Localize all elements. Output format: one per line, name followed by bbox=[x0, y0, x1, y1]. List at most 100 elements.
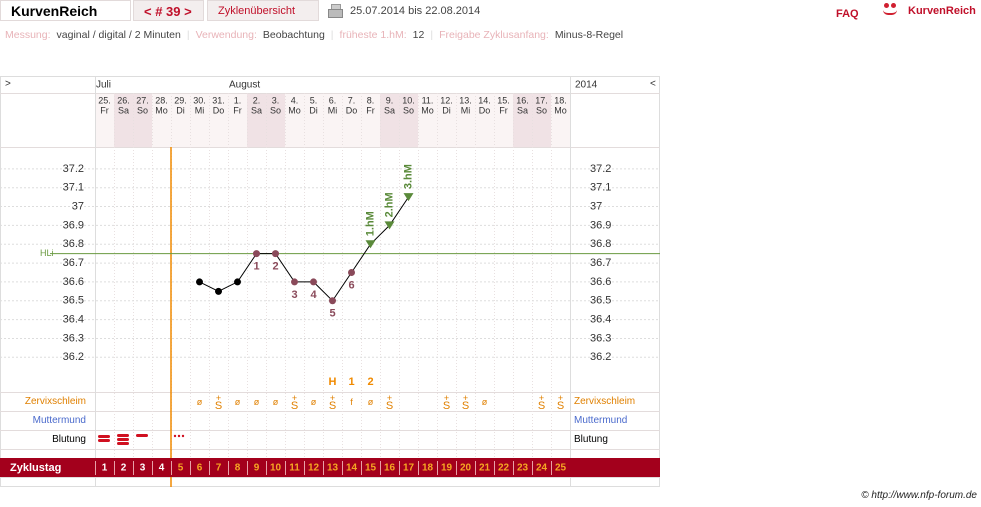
cervix-symbol: + S bbox=[328, 393, 337, 412]
weekday-label: Sa bbox=[384, 105, 395, 115]
cycle-day: 18 bbox=[422, 463, 434, 474]
y-tick-label-right: 36.7 bbox=[590, 257, 611, 269]
weekday-label: Mo bbox=[421, 105, 434, 115]
y-tick-label: 36.6 bbox=[63, 276, 84, 288]
weekday-label: Mo bbox=[155, 105, 168, 115]
date-label: 9. bbox=[386, 95, 394, 105]
row-label: Zyklustag bbox=[10, 462, 61, 474]
print-icon[interactable] bbox=[328, 4, 343, 18]
cycle-day: 16 bbox=[384, 463, 396, 474]
y-tick-label-right: 36.3 bbox=[590, 332, 611, 344]
y-tick-label-right: 36.6 bbox=[590, 276, 611, 288]
info-label: früheste 1.hM: bbox=[339, 29, 407, 41]
cycle-day: 20 bbox=[460, 463, 472, 474]
y-tick-label: 36.5 bbox=[63, 295, 84, 307]
date-label: 3. bbox=[272, 95, 280, 105]
y-tick-label: 36.7 bbox=[63, 257, 84, 269]
y-tick-label-right: 37.1 bbox=[590, 182, 611, 194]
cycle-day: 19 bbox=[441, 463, 453, 474]
point-label: 1.hM bbox=[364, 211, 376, 236]
date-label: 17. bbox=[535, 95, 548, 105]
weekday-label: Do bbox=[213, 105, 225, 115]
cervix-symbol: + S bbox=[461, 393, 470, 412]
brand-icon bbox=[882, 3, 898, 17]
cervix-symbol: ø bbox=[481, 397, 488, 407]
date-label: 27. bbox=[136, 95, 149, 105]
date-label: 11. bbox=[422, 95, 434, 105]
row-label: Muttermund bbox=[33, 415, 86, 426]
cycle-nav[interactable]: < # 39 > bbox=[133, 0, 204, 21]
cycle-day: 3 bbox=[140, 463, 146, 474]
weekday-label: Di bbox=[309, 105, 318, 115]
cycle-day: 11 bbox=[289, 463, 300, 474]
date-label: 15. bbox=[497, 95, 510, 105]
y-tick-label: 36.4 bbox=[63, 314, 84, 326]
date-label: 13. bbox=[459, 95, 472, 105]
date-label: 29. bbox=[174, 95, 187, 105]
y-tick-label: 37.1 bbox=[63, 182, 84, 194]
faq-link[interactable]: FAQ bbox=[836, 8, 859, 20]
date-label: 26. bbox=[117, 95, 130, 105]
temperature-point bbox=[365, 240, 376, 249]
cycle-day: 24 bbox=[536, 463, 548, 474]
row-label-right: Blutung bbox=[574, 434, 608, 445]
peak-mark: H bbox=[329, 376, 337, 388]
cervix-symbol: f bbox=[350, 397, 353, 407]
row-label: Zervixschleim bbox=[25, 396, 86, 407]
cycle-day: 17 bbox=[403, 463, 415, 474]
weekday-label: Mo bbox=[288, 105, 301, 115]
y-tick-label-right: 36.2 bbox=[590, 351, 611, 363]
weekday-label: Sa bbox=[251, 105, 262, 115]
weekend-shade bbox=[399, 93, 418, 147]
cycle-day: 1 bbox=[102, 463, 108, 474]
temperature-point bbox=[215, 287, 222, 295]
cervix-symbol: + S bbox=[442, 393, 451, 412]
date-label: 5. bbox=[310, 95, 318, 105]
point-label: 3 bbox=[291, 289, 297, 301]
month-label: August bbox=[229, 80, 260, 91]
point-label: 3.hM bbox=[402, 164, 414, 189]
cycle-day: 9 bbox=[254, 463, 260, 474]
point-label: 2.hM bbox=[383, 192, 395, 217]
y-tick-label-right: 36.9 bbox=[590, 219, 611, 231]
cover-line-label: HLi bbox=[40, 248, 54, 258]
app-logo[interactable]: KurvenReich bbox=[0, 0, 131, 21]
date-label: 1. bbox=[234, 95, 242, 105]
date-label: 28. bbox=[155, 95, 168, 105]
info-value: vaginal / digital / 2 Minuten bbox=[56, 29, 181, 41]
weekday-label: Mi bbox=[195, 105, 205, 115]
weekend-shade bbox=[532, 93, 551, 147]
cycle-day: 21 bbox=[479, 463, 491, 474]
overview-link[interactable]: Zyklenübersicht bbox=[207, 0, 319, 21]
weekday-label: Fr bbox=[366, 105, 375, 115]
date-label: 25. bbox=[98, 95, 111, 105]
cycle-day: 10 bbox=[270, 463, 282, 474]
temperature-point bbox=[329, 297, 336, 305]
temperature-point bbox=[384, 221, 395, 230]
peak-mark: 2 bbox=[367, 376, 373, 388]
date-label: 4. bbox=[291, 95, 299, 105]
nav-prev: > bbox=[5, 79, 11, 90]
info-value: 12 bbox=[412, 29, 425, 41]
weekend-shade bbox=[114, 93, 133, 147]
weekend-shade bbox=[247, 93, 266, 147]
y-tick-label: 36.2 bbox=[63, 351, 84, 363]
weekend-shade bbox=[133, 93, 152, 147]
cervix-symbol: ø bbox=[234, 397, 241, 407]
date-label: 8. bbox=[367, 95, 375, 105]
point-label: 5 bbox=[329, 308, 335, 320]
year: 2014 bbox=[575, 80, 598, 91]
point-label: 1 bbox=[253, 261, 259, 273]
info-label: Freigabe Zyklusanfang: bbox=[439, 29, 549, 41]
weekday-label: Sa bbox=[118, 105, 129, 115]
y-tick-label: 37.2 bbox=[63, 163, 84, 175]
date-label: 12. bbox=[440, 95, 453, 105]
weekday-label: Fr bbox=[499, 105, 508, 115]
month-label: Juli bbox=[96, 80, 111, 91]
weekday-label: Di bbox=[442, 105, 451, 115]
temperature-point bbox=[253, 250, 260, 258]
bleeding-marks bbox=[98, 434, 185, 445]
separator: | bbox=[330, 29, 334, 41]
weekday-label: Di bbox=[176, 105, 185, 115]
date-label: 18. bbox=[554, 95, 567, 105]
